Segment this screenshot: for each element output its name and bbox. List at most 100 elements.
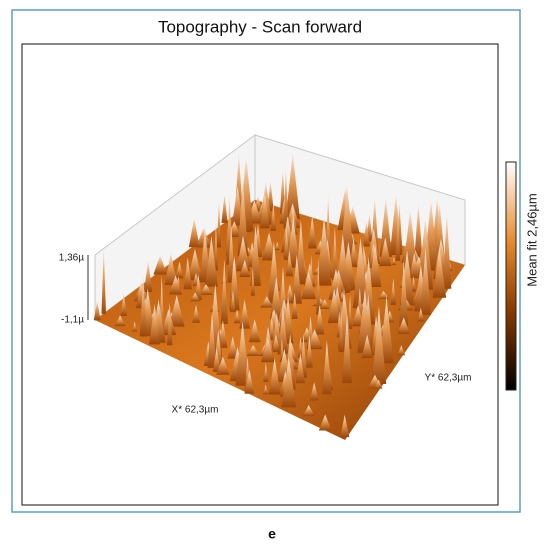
surface-peak — [227, 336, 239, 359]
surface-peak — [168, 295, 185, 327]
surface-peak — [268, 318, 276, 341]
surface-peak — [315, 304, 325, 335]
surface-peak — [351, 305, 365, 327]
surface-peak — [432, 247, 447, 298]
surface-peak — [319, 299, 330, 310]
surface-peak — [248, 319, 261, 343]
surface-peak — [132, 321, 138, 332]
surface-peak — [250, 267, 255, 296]
surface-peak — [352, 237, 369, 309]
surface-peak — [331, 226, 338, 281]
surface-peak — [221, 194, 228, 223]
surface-peak — [204, 236, 218, 287]
y-axis-label: Y* 62,3µm — [425, 373, 472, 384]
surface-peak — [190, 292, 201, 302]
surface-peak — [220, 259, 228, 324]
surface-peak — [295, 219, 306, 285]
surface-peak — [341, 314, 352, 384]
surface-peak — [315, 258, 321, 315]
surface-peak — [322, 340, 332, 395]
surface-peak — [268, 358, 281, 395]
surface-peak — [183, 257, 192, 290]
surface-peak — [442, 213, 452, 289]
surface-peak — [420, 247, 431, 315]
surface-peak — [114, 315, 126, 327]
surface-peak — [297, 336, 304, 358]
surface-peak — [148, 304, 161, 345]
surface-peak — [216, 199, 222, 248]
surface-peak — [379, 237, 392, 267]
surface-peak — [188, 218, 200, 248]
surface-peak — [368, 243, 382, 287]
surface-peak — [263, 384, 269, 395]
surface-peak — [349, 238, 358, 268]
surface-peaks — [93, 153, 453, 438]
surface-peak — [233, 309, 241, 324]
surface-peak — [239, 259, 251, 277]
surface-peak — [175, 261, 184, 279]
surface-peak — [374, 379, 383, 389]
surface-peak — [244, 369, 255, 394]
surface-peak — [291, 254, 302, 304]
surface-peak — [207, 312, 217, 368]
surface-peak — [305, 334, 313, 368]
surface-peak — [338, 304, 344, 353]
surface-peak — [139, 275, 147, 337]
surface-peak — [414, 203, 423, 259]
surface-peak — [260, 296, 274, 308]
surface-peak — [284, 228, 289, 261]
colorbar-label: Mean fit 2,46µm — [524, 193, 539, 286]
surface-peak — [340, 414, 350, 438]
surface-peak — [237, 179, 249, 256]
surface-peak — [409, 252, 420, 279]
surface-peak — [357, 289, 373, 353]
caption: e — [268, 526, 276, 542]
surface-peak — [399, 260, 409, 327]
colorbar — [505, 161, 517, 391]
surface-peak — [229, 256, 240, 311]
surface-peak — [269, 277, 283, 320]
surface-peak — [284, 284, 295, 304]
surface-peak — [246, 345, 260, 356]
surface-peak — [379, 198, 392, 257]
surface-peak — [271, 334, 281, 353]
surface-peak — [192, 304, 200, 323]
surface-peak — [291, 292, 298, 319]
surface-peak — [187, 248, 203, 281]
surface-peak — [295, 353, 306, 384]
surface-peak — [235, 320, 250, 386]
surface-peak — [153, 255, 167, 275]
surface-peak — [169, 275, 183, 295]
surface-peak — [281, 357, 297, 408]
surface-peak — [236, 235, 251, 272]
window-title: Topography - Scan forward — [158, 17, 362, 36]
surface-peak — [302, 405, 315, 417]
surface-peak — [283, 167, 289, 229]
surface-peak — [195, 227, 212, 248]
surface-peak — [166, 302, 173, 346]
surface-peak — [101, 247, 107, 314]
surface-peak — [277, 307, 289, 355]
z-max-label: 1,36µ — [59, 253, 84, 264]
surface-peak — [301, 271, 316, 300]
surface-peak — [164, 253, 178, 286]
surface-peak — [377, 290, 390, 300]
surface-peak — [143, 260, 153, 292]
surface-peak — [327, 288, 341, 323]
surface-peak — [213, 220, 219, 271]
surface-peak — [347, 295, 353, 329]
surface-peak — [318, 414, 332, 431]
surface-peak — [411, 275, 417, 292]
surface-peak — [212, 348, 221, 373]
surface-peak — [417, 307, 425, 322]
surface-peak — [361, 334, 373, 359]
surface-peak — [309, 382, 319, 401]
surface-peak — [285, 250, 294, 277]
surface-peak — [230, 290, 236, 313]
z-min-label: -1,1µ — [61, 315, 84, 326]
surface-peak — [362, 221, 370, 247]
surface-peak — [199, 284, 213, 296]
surface-peak — [285, 153, 300, 220]
